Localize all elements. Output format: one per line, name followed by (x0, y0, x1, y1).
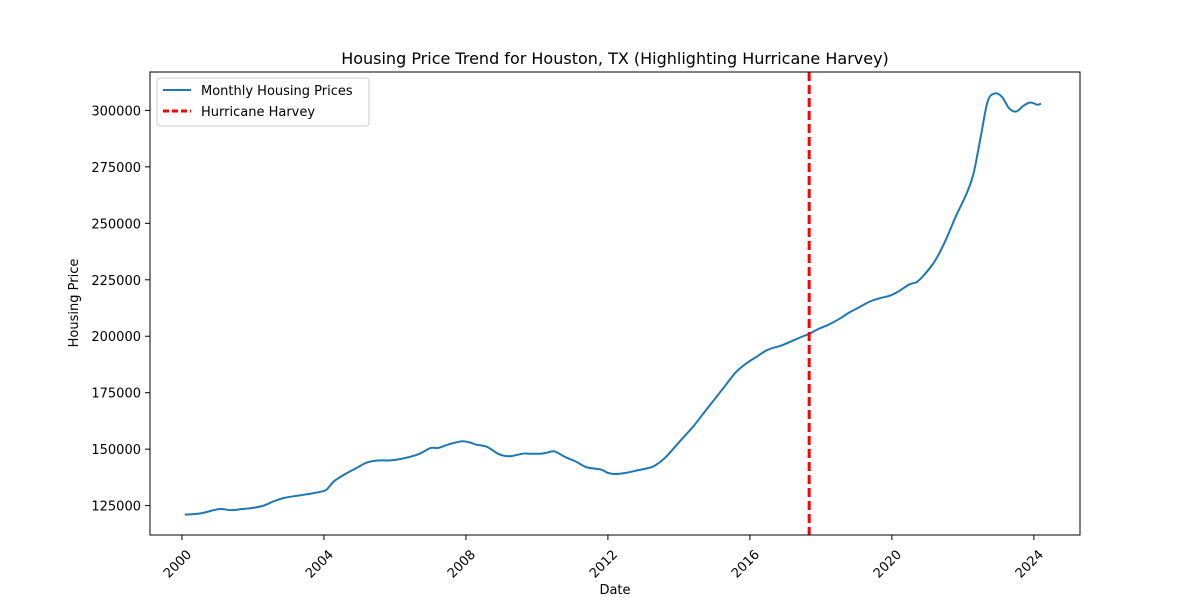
y-tick-label: 225000 (91, 274, 141, 289)
x-axis-label: Date (599, 583, 630, 598)
y-tick-label: 175000 (91, 387, 141, 402)
y-axis-label: Housing Price (67, 259, 82, 348)
legend-box (156, 77, 370, 127)
y-tick-label: 250000 (91, 217, 141, 232)
axes-frame (149, 71, 1081, 536)
y-axis: 125000 150000 175000 200000 225000 250000 2750… (91, 104, 150, 515)
plot-area (149, 71, 1081, 536)
y-tick-label: 150000 (91, 443, 141, 458)
series-line-monthly-housing-prices (184, 92, 1042, 516)
legend-entry-label: Monthly Housing Prices (201, 84, 353, 99)
chart-title: Housing Price Trend for Houston, TX (Hig… (341, 49, 889, 68)
series-layer (184, 92, 1042, 516)
y-tick-label: 125000 (91, 500, 141, 515)
legend-entry-label: Hurricane Harvey (201, 105, 315, 120)
y-tick-label: 275000 (91, 161, 141, 176)
legend: Monthly Housing Prices Hurricane Harvey (156, 77, 370, 127)
y-tick-label: 200000 (91, 330, 141, 345)
y-tick-label: 300000 (91, 104, 141, 119)
